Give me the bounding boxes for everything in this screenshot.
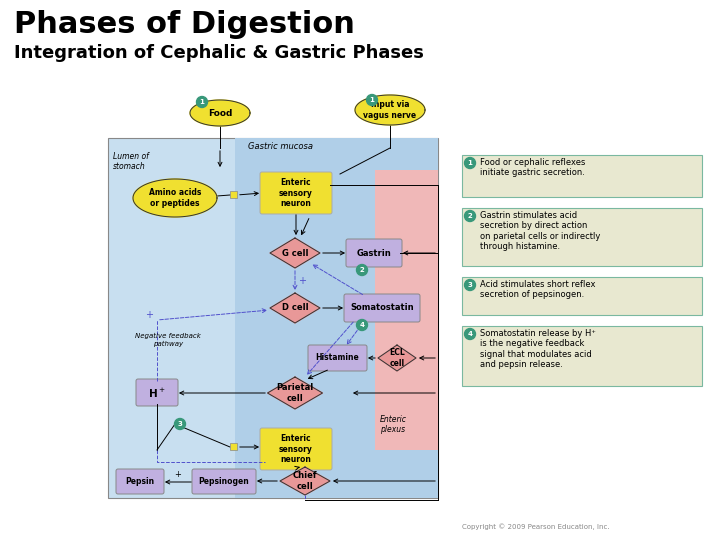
Polygon shape xyxy=(190,100,250,126)
Circle shape xyxy=(356,265,367,275)
Circle shape xyxy=(366,94,377,105)
FancyBboxPatch shape xyxy=(346,239,402,267)
Text: G cell: G cell xyxy=(282,248,308,258)
Text: Gastrin: Gastrin xyxy=(356,248,392,258)
FancyBboxPatch shape xyxy=(192,469,256,494)
Text: Enteric
plexus: Enteric plexus xyxy=(380,415,407,434)
Bar xyxy=(230,191,237,198)
Text: Pepsinogen: Pepsinogen xyxy=(199,477,249,487)
Text: +: + xyxy=(298,276,306,286)
Bar xyxy=(235,138,438,498)
Text: Pepsin: Pepsin xyxy=(125,477,155,487)
Bar xyxy=(108,138,438,498)
Polygon shape xyxy=(378,345,416,371)
Text: Gastrin stimulates acid
secretion by direct action
on parietal cells or indirect: Gastrin stimulates acid secretion by dir… xyxy=(480,211,600,251)
Text: Somatostatin release by H⁺
is the negative feedback
signal that modulates acid
a: Somatostatin release by H⁺ is the negati… xyxy=(480,329,596,369)
Text: ECL
cell: ECL cell xyxy=(389,348,405,368)
FancyBboxPatch shape xyxy=(308,345,367,371)
Text: Amino acids
or peptides: Amino acids or peptides xyxy=(149,188,201,208)
FancyBboxPatch shape xyxy=(344,294,420,322)
Text: Enteric
sensory
neuron: Enteric sensory neuron xyxy=(279,178,313,208)
Text: Integration of Cephalic & Gastric Phases: Integration of Cephalic & Gastric Phases xyxy=(14,44,424,62)
Circle shape xyxy=(197,97,207,107)
Text: Histamine: Histamine xyxy=(315,354,359,362)
Text: Enteric
sensory
neuron: Enteric sensory neuron xyxy=(279,434,313,464)
Bar xyxy=(462,155,702,197)
Text: Copyright © 2009 Pearson Education, Inc.: Copyright © 2009 Pearson Education, Inc. xyxy=(462,523,610,530)
Text: Chief
cell: Chief cell xyxy=(293,471,318,491)
Polygon shape xyxy=(355,95,425,125)
Text: H$^+$: H$^+$ xyxy=(148,387,166,400)
Text: Acid stimulates short reflex
secretion of pepsinogen.: Acid stimulates short reflex secretion o… xyxy=(480,280,595,299)
Polygon shape xyxy=(270,238,320,268)
Text: 2: 2 xyxy=(467,213,472,219)
Text: Somatostatin: Somatostatin xyxy=(350,303,414,313)
FancyBboxPatch shape xyxy=(116,469,164,494)
Bar xyxy=(462,326,702,386)
Polygon shape xyxy=(133,179,217,217)
Bar xyxy=(375,170,438,450)
Text: 3: 3 xyxy=(467,282,472,288)
FancyBboxPatch shape xyxy=(260,428,332,470)
Polygon shape xyxy=(280,467,330,495)
Circle shape xyxy=(464,328,475,340)
Bar xyxy=(462,208,702,266)
Text: 2: 2 xyxy=(359,267,364,273)
Text: Lumen of
stomach: Lumen of stomach xyxy=(113,152,149,171)
Text: Food or cephalic reflexes
initiate gastric secretion.: Food or cephalic reflexes initiate gastr… xyxy=(480,158,585,178)
Circle shape xyxy=(464,211,475,221)
Polygon shape xyxy=(270,293,320,323)
FancyBboxPatch shape xyxy=(136,379,178,406)
Text: 1: 1 xyxy=(369,97,374,103)
Text: 1: 1 xyxy=(199,99,204,105)
Text: Phases of Digestion: Phases of Digestion xyxy=(14,10,355,39)
Circle shape xyxy=(464,158,475,168)
Text: 3: 3 xyxy=(178,421,182,427)
Text: Input via
vagus nerve: Input via vagus nerve xyxy=(364,100,417,120)
Text: 1: 1 xyxy=(467,160,472,166)
Text: 4: 4 xyxy=(359,322,364,328)
Bar xyxy=(462,277,702,315)
Text: 4: 4 xyxy=(467,331,472,337)
Circle shape xyxy=(356,320,367,330)
Text: +: + xyxy=(145,310,153,320)
Text: Food: Food xyxy=(208,109,232,118)
Circle shape xyxy=(464,280,475,291)
Text: Negative feedback
pathway: Negative feedback pathway xyxy=(135,333,201,347)
Circle shape xyxy=(174,418,186,429)
FancyBboxPatch shape xyxy=(260,172,332,214)
Bar xyxy=(230,443,237,450)
Text: Gastric mucosa: Gastric mucosa xyxy=(248,142,313,151)
Polygon shape xyxy=(268,377,323,409)
Text: Parietal
cell: Parietal cell xyxy=(276,383,314,403)
Text: D cell: D cell xyxy=(282,303,308,313)
Text: +: + xyxy=(174,470,181,479)
